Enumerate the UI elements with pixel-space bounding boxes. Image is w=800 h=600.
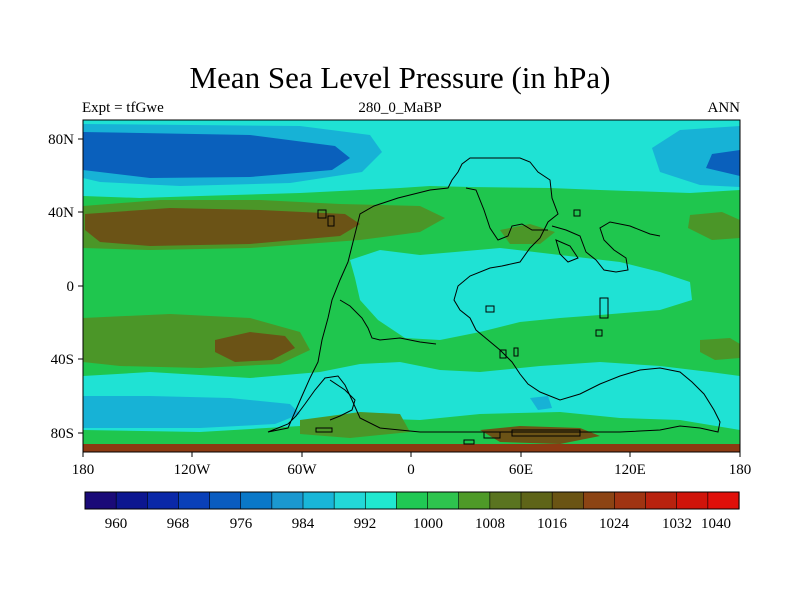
colorbar-label: 976 <box>230 516 253 532</box>
y-tick-label: 40S <box>51 352 74 368</box>
colorbar-label: 1016 <box>537 516 568 532</box>
x-tick-label: 60W <box>287 462 317 478</box>
colorbar-swatch <box>582 491 616 510</box>
x-tick-label: 180 <box>72 462 95 478</box>
y-tick-label: 40N <box>48 205 74 221</box>
colorbar-swatch <box>271 491 304 510</box>
colorbar-swatch <box>364 491 398 510</box>
experiment-label: Expt = tfGwe <box>82 100 164 116</box>
colorbar-swatch <box>489 491 522 510</box>
y-tick-label: 80N <box>48 132 74 148</box>
continent-interior-outline <box>329 187 661 421</box>
colorbar-swatch <box>458 491 491 510</box>
field-tropical-1000 <box>350 248 692 340</box>
colorbar-label: 1000 <box>413 516 443 532</box>
island-outlines <box>315 209 609 445</box>
colorbar-label: 1008 <box>475 516 505 532</box>
x-tick-label: 0 <box>407 462 415 478</box>
colorbar-frame <box>84 491 740 510</box>
field-mid-1016 <box>500 224 555 244</box>
field-southeast-1016 <box>700 338 740 360</box>
axis-ticks <box>78 138 741 457</box>
colorbar-swatch <box>240 491 273 510</box>
colorbar-label: 960 <box>105 516 128 532</box>
field-east-1016 <box>688 212 740 240</box>
colorbar-swatch <box>645 491 678 510</box>
field-south-992 <box>83 396 300 428</box>
colorbar-swatch <box>551 491 584 510</box>
colorbar-swatch <box>178 491 211 510</box>
field-north-1024 <box>85 208 360 246</box>
colorbar-swatch <box>84 491 117 510</box>
colorbar-label: 968 <box>167 516 190 532</box>
pressure-field <box>83 120 740 452</box>
field-antarctic-1008 <box>83 412 740 452</box>
colorbar-swatch <box>396 491 429 510</box>
season-label: ANN <box>707 100 741 116</box>
field-polar-1032 <box>83 444 740 452</box>
colorbar-swatch <box>333 491 366 510</box>
field-north-984 <box>83 132 350 178</box>
colorbar-swatch <box>676 491 709 510</box>
colorbar-label: 992 <box>354 516 377 532</box>
colorbar-swatch <box>209 491 242 510</box>
chart-title: Mean Sea Level Pressure (in hPa) <box>189 60 611 95</box>
x-tick-label: 60E <box>509 462 533 478</box>
colorbar-swatch <box>146 491 180 510</box>
field-south-992-b <box>530 396 552 410</box>
y-tick-label: 80S <box>51 426 74 442</box>
colorbar-swatch <box>427 491 460 510</box>
colorbar-swatch <box>614 491 647 510</box>
field-northeast-992 <box>652 126 740 187</box>
x-tick-label: 120E <box>614 462 646 478</box>
time-label: 280_0_MaBP <box>358 100 442 116</box>
colorbar-label: 1040 <box>701 516 731 532</box>
x-tick-label: 120W <box>174 462 212 478</box>
colorbar-label: 1024 <box>599 516 630 532</box>
y-tick-label: 0 <box>67 279 75 295</box>
colorbar-label: 1032 <box>662 516 692 532</box>
field-south-1024 <box>215 332 295 362</box>
colorbar <box>84 491 740 510</box>
x-tick-label: 180 <box>729 462 752 478</box>
continent-outline <box>267 157 721 433</box>
colorbar-swatch <box>302 491 335 510</box>
colorbar-swatch <box>115 491 148 510</box>
colorbar-label: 984 <box>292 516 315 532</box>
field-northeast-984 <box>706 150 740 176</box>
colorbar-swatch <box>707 491 740 510</box>
colorbar-swatch <box>520 491 553 510</box>
